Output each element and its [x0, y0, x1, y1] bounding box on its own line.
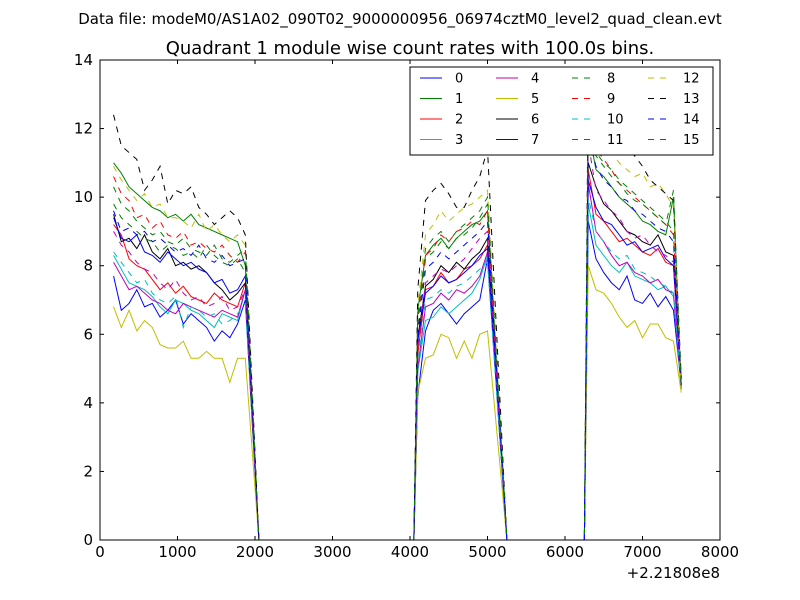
- y-tick-label: 6: [83, 325, 93, 343]
- x-tick-label: 2000: [236, 543, 274, 561]
- legend-label-11: 11: [607, 133, 624, 148]
- series-line-5: [113, 265, 682, 540]
- legend-label-15: 15: [683, 133, 700, 148]
- series-line-8: [113, 107, 682, 540]
- y-tick-label: 4: [83, 394, 93, 412]
- series-line-7: [113, 179, 682, 540]
- plot-lines: [113, 73, 682, 540]
- x-tick-label: 1000: [158, 543, 196, 561]
- legend-label-4: 4: [531, 72, 539, 87]
- series-line-2: [113, 169, 682, 540]
- y-tick-label: 12: [74, 120, 93, 138]
- legend-box: [409, 66, 714, 156]
- series-line-10: [113, 197, 682, 540]
- y-tick-label: 14: [74, 51, 93, 69]
- y-tick-label: 8: [83, 257, 93, 275]
- axis-ticks: 0 1000 2000 3000 4000 5000 6000 7000 80000246810…: [74, 51, 739, 561]
- legend-label-3: 3: [455, 133, 463, 148]
- y-tick-label: 10: [74, 188, 93, 206]
- legend-label-10: 10: [607, 113, 624, 128]
- series-line-4: [113, 183, 682, 540]
- legend-label-2: 2: [455, 113, 463, 128]
- series-line-11: [113, 142, 682, 540]
- x-tick-label: 5000: [468, 543, 506, 561]
- series-line-12: [113, 94, 682, 540]
- legend-label-14: 14: [683, 113, 700, 128]
- series-line-9: [113, 97, 682, 540]
- legend-label-5: 5: [531, 92, 539, 107]
- legend-label-8: 8: [607, 72, 615, 87]
- x-tick-label: 6000: [546, 543, 584, 561]
- legend-label-6: 6: [531, 113, 539, 128]
- x-tick-label: 0: [95, 543, 105, 561]
- y-tick-label: 0: [83, 531, 93, 549]
- series-line-6: [113, 162, 682, 540]
- series-line-15: [113, 121, 682, 540]
- x-tick-label: 3000: [313, 543, 351, 561]
- legend-label-0: 0: [455, 72, 463, 87]
- chart-title: Quadrant 1 module wise count rates with …: [166, 38, 655, 59]
- x-tick-label: 7000: [623, 543, 661, 561]
- legend-label-13: 13: [683, 92, 700, 107]
- series-line-14: [113, 135, 682, 540]
- legend-label-9: 9: [607, 92, 615, 107]
- x-axis-offset-label: +2.21808e8: [627, 564, 720, 582]
- x-tick-label: 8000: [701, 543, 739, 561]
- series-line-1: [113, 128, 682, 540]
- x-tick-label: 4000: [391, 543, 429, 561]
- series-line-3: [113, 203, 682, 540]
- y-tick-label: 2: [83, 462, 93, 480]
- chart-suptitle: Data file: modeM0/AS1A02_090T02_90000009…: [78, 10, 722, 29]
- legend-label-1: 1: [455, 92, 463, 107]
- legend-label-12: 12: [683, 72, 700, 87]
- legend-label-7: 7: [531, 133, 539, 148]
